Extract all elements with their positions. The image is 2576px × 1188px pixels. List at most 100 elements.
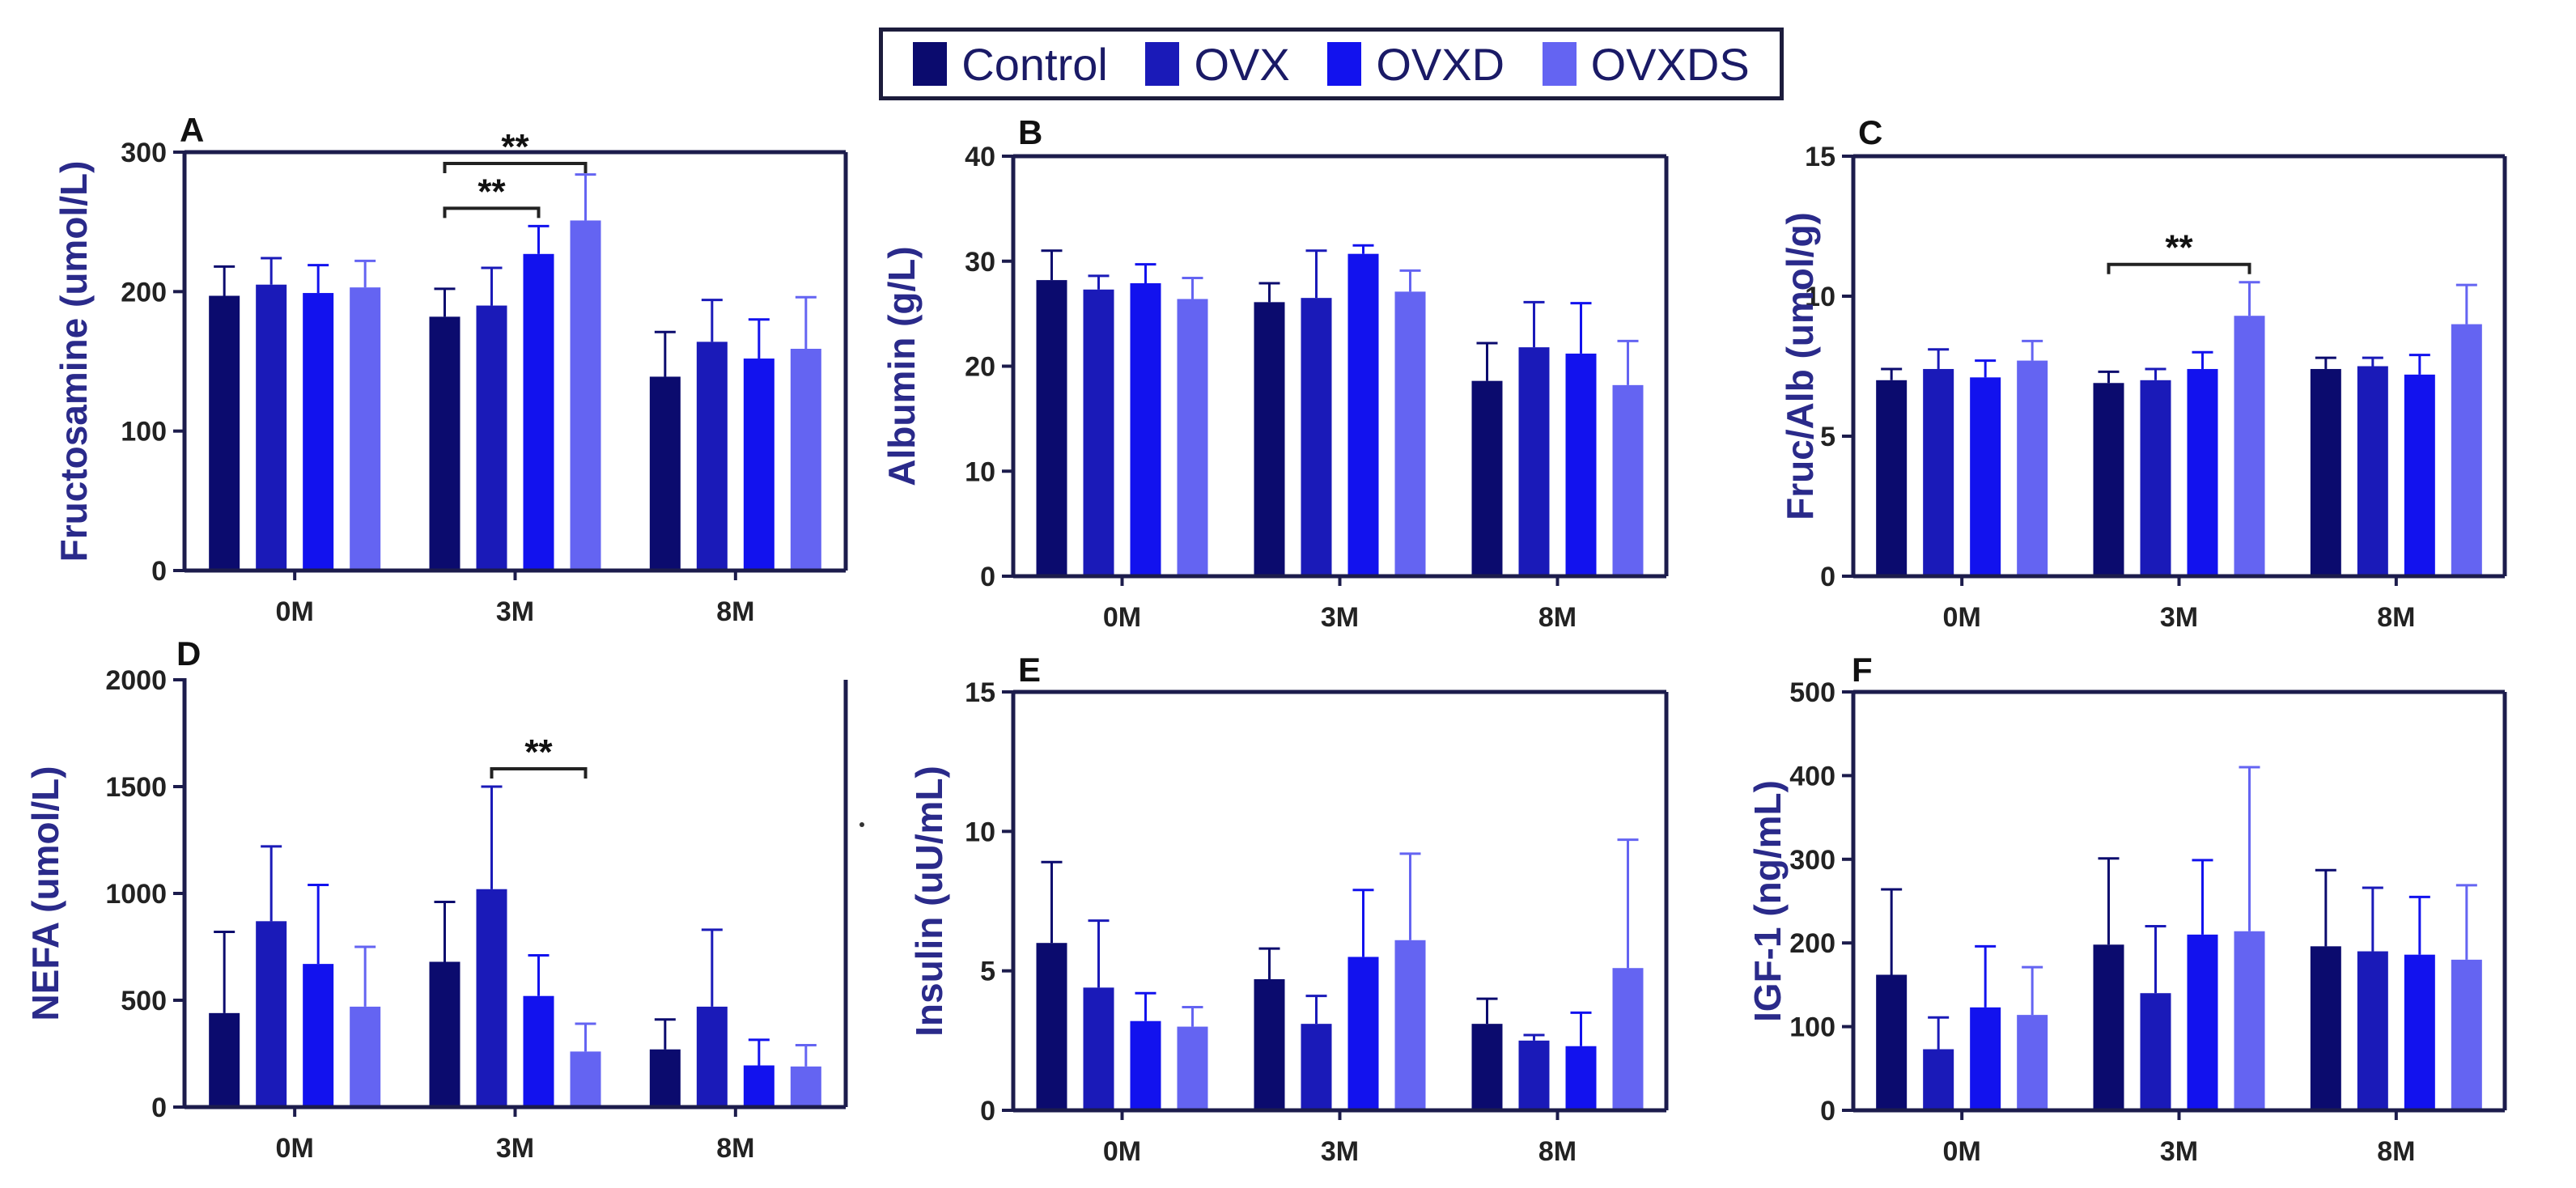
panel-e-xtick-label: 3M — [1321, 1136, 1359, 1167]
panel-f-bar-ovx-3m — [2140, 993, 2171, 1110]
panel-f-bar-control-0m — [1876, 974, 1908, 1110]
legend-label-ovxds: OVXDS — [1590, 38, 1750, 90]
panel-b-y-axis-title: Albumin (g/L) — [881, 246, 923, 486]
panel-b-bar-ovx-3m — [1301, 298, 1332, 576]
stray-dot — [859, 822, 864, 827]
panel-c-xtick-label: 3M — [2160, 602, 2198, 633]
panel-c-bar-ovxd-0m — [1970, 377, 2001, 576]
panel-d-y-axis-title: NEFA (umol/L) — [24, 766, 66, 1020]
panel-b-xtick-label: 0M — [1103, 602, 1141, 633]
panel-e-xtick-label: 0M — [1103, 1136, 1141, 1167]
panel-c-xtick-label: 8M — [2377, 602, 2415, 633]
panel-e-bar-ovxd-3m — [1347, 957, 1379, 1110]
panel-d-xtick-label: 3M — [496, 1133, 534, 1164]
panel-c-bar-ovxd-8m — [2404, 374, 2435, 576]
panel-f-letter: F — [1852, 651, 1873, 689]
panel-c-xtick-label: 0M — [1943, 602, 1981, 633]
panel-e-bar-control-3m — [1254, 979, 1285, 1110]
panel-d-bar-ovx-8m — [696, 1006, 728, 1107]
panel-d-bar-control-0m — [209, 1012, 240, 1107]
panel-f-bar-ovxd-0m — [1970, 1007, 2001, 1110]
panel-e-bar-control-0m — [1036, 943, 1067, 1110]
panel-d-ytick-label: 1000 — [105, 879, 167, 910]
panel-b-bar-ovx-0m — [1083, 289, 1114, 576]
panel-f-bar-control-3m — [2093, 944, 2124, 1110]
panel-b-bar-ovxd-3m — [1347, 253, 1379, 576]
panel-c-bar-control-8m — [2310, 368, 2341, 576]
panel-a-xtick-label: 0M — [276, 596, 314, 627]
panel-f-bar-ovxds-0m — [2017, 1015, 2048, 1110]
panel-a-bar-ovxds-0m — [350, 287, 381, 571]
panel-a-bar-ovxd-3m — [523, 253, 554, 571]
panel-f-ytick-label: 0 — [1820, 1096, 1835, 1126]
panel-e-letter: E — [1018, 651, 1041, 689]
panel-d-letter: D — [176, 634, 201, 672]
panel-d-significance-label: ** — [524, 732, 553, 772]
panel-c-bar-ovx-0m — [1923, 368, 1954, 576]
legend-item-ovxds: OVXDS — [1542, 38, 1750, 91]
panel-c-significance-bracket — [2107, 262, 2251, 274]
panel-f-bar-ovxds-3m — [2234, 931, 2265, 1110]
legend-label-ovx: OVX — [1194, 38, 1290, 90]
panel-c-significance-label: ** — [2165, 228, 2193, 268]
panel-c-bar-control-0m — [1876, 380, 1908, 576]
panel-c-bar-ovx-8m — [2357, 366, 2388, 576]
panel-b-ytick-label: 40 — [965, 142, 995, 172]
panel-d-xtick-label: 8M — [716, 1133, 754, 1164]
panel-a-bar-ovxds-3m — [570, 220, 601, 571]
panel-a-xtick-label: 3M — [496, 596, 534, 627]
panel-e-bar-control-8m — [1471, 1024, 1503, 1110]
panel-a-bar-ovx-3m — [476, 305, 507, 571]
panel-a-ytick-label: 300 — [121, 138, 167, 168]
legend-item-control: Control — [913, 38, 1108, 91]
panel-a-ytick-label: 100 — [121, 417, 167, 448]
legend-swatch-ovx — [1145, 42, 1180, 86]
panel-b-ytick-label: 10 — [965, 456, 995, 487]
panel-d-bar-ovxd-0m — [303, 964, 334, 1107]
panel-a-xtick-label: 8M — [716, 596, 754, 627]
panel-e-bar-ovxds-0m — [1177, 1026, 1208, 1110]
panel-a-bar-ovxd-0m — [303, 293, 334, 571]
panel-d-ytick-label: 1500 — [105, 772, 167, 803]
panel-a-bar-ovxds-8m — [790, 348, 821, 571]
panel-d-xtick-label: 0M — [276, 1133, 314, 1164]
panel-d-bar-ovxds-0m — [350, 1006, 381, 1107]
legend-label-ovxd: OVXD — [1376, 38, 1505, 90]
panel-b-bar-ovxd-0m — [1130, 282, 1161, 576]
panel-c-bar-ovxds-0m — [2017, 360, 2048, 576]
panel-b-bar-ovxds-3m — [1394, 291, 1426, 576]
panel-f-bar-ovxd-8m — [2404, 954, 2435, 1110]
panel-e-bar-ovx-8m — [1518, 1040, 1550, 1110]
panel-c-letter: C — [1858, 113, 1882, 151]
panel-f-ytick-label: 100 — [1789, 1012, 1835, 1043]
panel-f-ytick-label: 500 — [1789, 677, 1835, 708]
panel-c-ytick-label: 5 — [1820, 422, 1835, 452]
panel-d-significance-bracket — [490, 767, 588, 779]
panel-b-bar-control-0m — [1036, 280, 1067, 576]
panel-f-bar-ovx-8m — [2357, 951, 2388, 1110]
legend-swatch-ovxds — [1542, 42, 1577, 86]
panel-b-ytick-label: 30 — [965, 247, 995, 278]
panel-e-ytick-label: 0 — [980, 1096, 995, 1126]
panel-b-letter: B — [1018, 113, 1042, 151]
panel-e-bar-ovxd-0m — [1130, 1020, 1161, 1110]
panel-f-bar-ovxd-3m — [2187, 934, 2218, 1110]
panel-e-y-axis-title: Insulin (uU/mL) — [908, 766, 950, 1037]
panel-d-bar-ovxds-3m — [570, 1051, 601, 1107]
panel-b-bar-ovx-8m — [1518, 347, 1550, 576]
panel-e-bar-ovxd-8m — [1565, 1046, 1597, 1110]
panel-f-bar-control-8m — [2310, 946, 2341, 1110]
panel-f-ytick-label: 200 — [1789, 928, 1835, 959]
panel-c-bar-ovxds-3m — [2234, 316, 2265, 576]
panel-a-significance-bracket — [443, 206, 541, 219]
panel-e-xtick-label: 8M — [1538, 1136, 1577, 1167]
panel-a-bar-control-0m — [209, 295, 240, 571]
panel-b-xtick-label: 3M — [1321, 602, 1359, 633]
panel-a-bar-ovxd-8m — [743, 359, 774, 571]
